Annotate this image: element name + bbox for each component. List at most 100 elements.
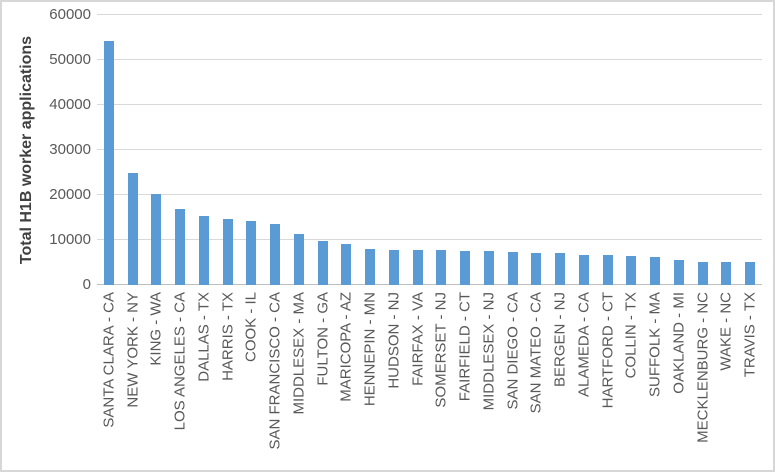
bar (103, 40, 114, 285)
x-label-slot: COLLIN - TX (620, 292, 644, 464)
bar-slot (501, 15, 525, 285)
x-category-label: SOMERSET - NJ (432, 292, 450, 408)
x-label-slot: TRAVIS - TX (738, 292, 762, 464)
x-label-slot: LOS ANGELES - CA (168, 292, 192, 464)
bar-slot (738, 15, 762, 285)
x-category-label: WAKE - NC (717, 292, 735, 371)
bar (127, 172, 138, 285)
x-category-label: COLLIN - TX (622, 292, 640, 379)
x-label-slot: MIDDLESEX - MA (287, 292, 311, 464)
gridline (97, 149, 762, 150)
x-label-slot: HENNEPIN - MN (358, 292, 382, 464)
bar-slot (145, 15, 169, 285)
bar-slot (121, 15, 145, 285)
bar (412, 249, 423, 285)
bar-slot (691, 15, 715, 285)
plot-area (97, 14, 762, 285)
x-label-slot: KING - WA (145, 292, 169, 464)
x-category-label: SAN FRANCISCO - CA (266, 292, 284, 450)
gridline (97, 14, 762, 15)
bar-slot (406, 15, 430, 285)
x-label-slot: WAKE - NC (715, 292, 739, 464)
bar (175, 209, 186, 285)
bar (151, 194, 162, 285)
x-category-label: BERGEN - NJ (551, 292, 569, 388)
x-category-label: DALLAS - TX (195, 292, 213, 382)
bar-slot (430, 15, 454, 285)
x-label-slot: OAKLAND - MI (667, 292, 691, 464)
bar-slot (548, 15, 572, 285)
x-axis-line (97, 284, 762, 285)
bar (602, 255, 613, 285)
x-category-label: TRAVIS - TX (741, 292, 759, 378)
x-label-slot: FAIRFAX - VA (406, 292, 430, 464)
x-label-slot: SAN FRANCISCO - CA (263, 292, 287, 464)
gridline (97, 239, 762, 240)
bar (483, 251, 494, 285)
x-label-slot: HARRIS - TX (216, 292, 240, 464)
bar (745, 262, 756, 285)
x-category-label: KING - WA (147, 292, 165, 366)
x-label-slot: HUDSON - NJ (382, 292, 406, 464)
x-label-slot: SOMERSET - NJ (430, 292, 454, 464)
bar-slot (620, 15, 644, 285)
x-label-slot: ALAMEDA - CA (572, 292, 596, 464)
bar-slot (572, 15, 596, 285)
bar-series (97, 15, 762, 285)
x-category-label: COOK - IL (242, 292, 260, 363)
bar-slot (97, 15, 121, 285)
bar (388, 249, 399, 285)
x-category-label: HUDSON - NJ (385, 292, 403, 389)
bar-slot (335, 15, 359, 285)
bar-slot (263, 15, 287, 285)
bar-slot (358, 15, 382, 285)
x-label-slot: SAN MATEO - CA (525, 292, 549, 464)
bar-slot (311, 15, 335, 285)
x-category-label: OAKLAND - MI (670, 292, 688, 394)
x-label-slot: MARICOPA - AZ (335, 292, 359, 464)
y-tick-label: 30000 (49, 141, 91, 158)
gridline (97, 59, 762, 60)
x-label-slot: FAIRFIELD - CT (453, 292, 477, 464)
bar (293, 234, 304, 285)
bar (341, 244, 352, 285)
x-label-slot: SANTA CLARA - CA (97, 292, 121, 464)
x-label-slot: DALLAS - TX (192, 292, 216, 464)
bar-slot (525, 15, 549, 285)
x-category-label: FULTON - GA (314, 292, 332, 386)
bar (673, 259, 684, 285)
y-tick-label: 60000 (49, 6, 91, 23)
bar (531, 252, 542, 285)
y-tick-label: 40000 (49, 96, 91, 113)
x-category-label: HARRIS - TX (219, 292, 237, 381)
x-label-slot: SUFFOLK - MA (643, 292, 667, 464)
x-category-label: NEW YORK - NY (124, 292, 142, 408)
x-label-slot: MECKLENBURG - NC (691, 292, 715, 464)
x-category-label: SAN MATEO - CA (527, 292, 545, 414)
bar (555, 252, 566, 285)
bar (460, 250, 471, 285)
x-label-slot: COOK - IL (240, 292, 264, 464)
gridline (97, 104, 762, 105)
bar (246, 221, 257, 285)
bar-slot (667, 15, 691, 285)
x-category-label: SUFFOLK - MA (646, 292, 664, 398)
bar-slot (240, 15, 264, 285)
bar (270, 224, 281, 285)
x-label-slot: BERGEN - NJ (548, 292, 572, 464)
x-label-slot: SAN DIEGO - CA (501, 292, 525, 464)
bar-slot (168, 15, 192, 285)
bar-slot (453, 15, 477, 285)
x-category-label: HARTFORD - CT (599, 292, 617, 409)
bar-slot (715, 15, 739, 285)
x-axis-labels: SANTA CLARA - CA NEW YORK - NY KING - WA LO… (97, 292, 762, 464)
gridline (97, 194, 762, 195)
bar (436, 250, 447, 285)
bar (578, 255, 589, 285)
bar (626, 255, 637, 285)
x-label-slot: FULTON - GA (311, 292, 335, 464)
bar-slot (192, 15, 216, 285)
bar (697, 261, 708, 285)
y-tick-label: 10000 (49, 231, 91, 248)
